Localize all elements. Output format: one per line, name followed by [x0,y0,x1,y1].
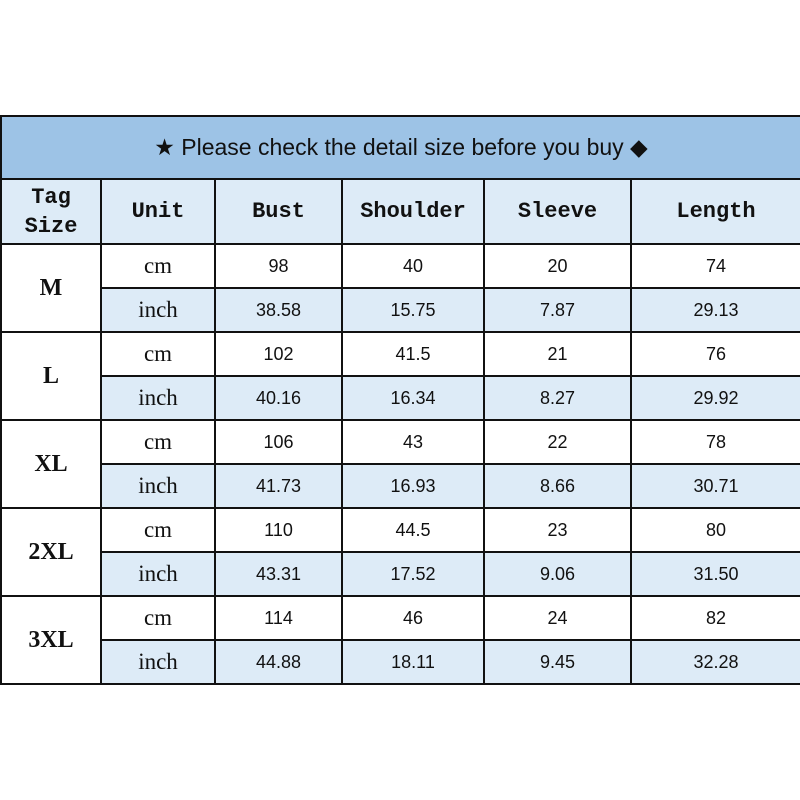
value-cell: 7.87 [483,287,632,333]
value-cell: 32.28 [630,639,800,685]
value-cell: 43 [341,419,485,465]
unit-cell: inch [100,375,216,421]
table-row: 3XL cm 114 46 24 82 [0,595,800,685]
value-cell: 43.31 [214,551,343,597]
value-cell: 16.34 [341,375,485,421]
column-header-sleeve: Sleeve [483,178,632,245]
unit-cell: inch [100,551,216,597]
value-cell: 30.71 [630,463,800,509]
unit-cell: inch [100,639,216,685]
value-cell: 82 [630,595,800,641]
value-cell: 76 [630,331,800,377]
value-cell: 102 [214,331,343,377]
size-label: 2XL [0,507,102,597]
value-cell: 8.66 [483,463,632,509]
value-cell: 40.16 [214,375,343,421]
value-cell: 74 [630,243,800,289]
column-header-unit: Unit [100,178,216,245]
unit-cell: cm [100,595,216,641]
table-row: inch 41.73 16.93 8.66 30.71 [1,463,800,509]
table-row: inch 38.58 15.75 7.87 29.13 [1,287,800,333]
value-cell: 23 [483,507,632,553]
value-cell: 80 [630,507,800,553]
unit-cell: cm [100,419,216,465]
table-row: 2XL cm 110 44.5 23 80 [0,507,800,597]
size-label: XL [0,419,102,509]
header-row: Tag Size Unit Bust Shoulder Sleeve Length [0,178,800,245]
value-cell: 38.58 [214,287,343,333]
column-header-shoulder: Shoulder [341,178,485,245]
value-cell: 46 [341,595,485,641]
table-row: inch 43.31 17.52 9.06 31.50 [1,551,800,597]
column-header-bust: Bust [214,178,343,245]
value-cell: 41.5 [341,331,485,377]
table-row: XL cm 106 43 22 78 [0,419,800,509]
value-cell: 18.11 [341,639,485,685]
value-cell: 78 [630,419,800,465]
value-cell: 41.73 [214,463,343,509]
value-cell: 40 [341,243,485,289]
value-cell: 22 [483,419,632,465]
column-header-tag-size: Tag Size [0,178,102,245]
value-cell: 8.27 [483,375,632,421]
unit-cell: cm [100,243,216,289]
value-cell: 21 [483,331,632,377]
size-label: M [0,243,102,333]
value-cell: 9.06 [483,551,632,597]
table-row: inch 40.16 16.34 8.27 29.92 [1,375,800,421]
unit-cell: cm [100,507,216,553]
value-cell: 29.92 [630,375,800,421]
unit-cell: cm [100,331,216,377]
value-cell: 106 [214,419,343,465]
value-cell: 44.5 [341,507,485,553]
unit-cell: inch [100,287,216,333]
size-chart-table: ★ Please check the detail size before yo… [0,115,800,685]
value-cell: 44.88 [214,639,343,685]
size-label: L [0,331,102,421]
value-cell: 15.75 [341,287,485,333]
value-cell: 31.50 [630,551,800,597]
value-cell: 9.45 [483,639,632,685]
value-cell: 114 [214,595,343,641]
value-cell: 16.93 [341,463,485,509]
value-cell: 24 [483,595,632,641]
value-cell: 98 [214,243,343,289]
value-cell: 17.52 [341,551,485,597]
size-label: 3XL [0,595,102,685]
table-row: inch 44.88 18.11 9.45 32.28 [1,639,800,685]
unit-cell: inch [100,463,216,509]
value-cell: 20 [483,243,632,289]
value-cell: 29.13 [630,287,800,333]
value-cell: 110 [214,507,343,553]
column-header-length: Length [630,178,800,245]
table-title: ★ Please check the detail size before yo… [0,115,800,180]
